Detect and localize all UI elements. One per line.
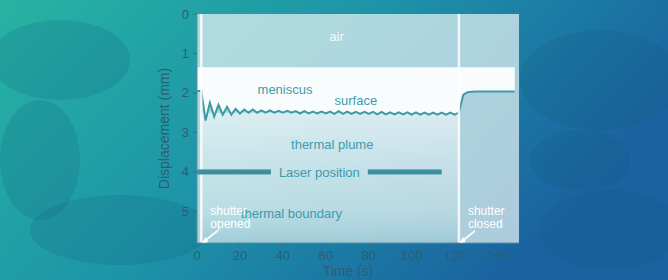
background-blob — [0, 20, 130, 100]
x-tick — [454, 243, 455, 247]
x-tick-label: 100 — [401, 248, 423, 263]
annotation: air — [329, 29, 344, 44]
x-tick — [239, 243, 240, 247]
shutter-line — [458, 14, 461, 243]
event-arrowhead — [202, 237, 208, 243]
x-axis-label: Time (s) — [323, 263, 374, 279]
background-blob — [520, 30, 668, 130]
y-tick-label: 3 — [182, 125, 189, 140]
plot-panel — [197, 14, 519, 243]
laser-line — [197, 169, 271, 174]
x-tick-label: 40 — [276, 248, 290, 263]
y-tick — [193, 171, 197, 172]
chart: Laser position air meniscus surface thermal … — [0, 0, 668, 280]
y-axis — [197, 14, 198, 243]
x-tick-label: 60 — [319, 248, 333, 263]
x-tick — [197, 243, 198, 247]
x-tick-label: 140 — [487, 248, 509, 263]
x-tick — [368, 243, 369, 247]
x-tick-label: 80 — [361, 248, 375, 263]
background-blob — [0, 100, 80, 220]
x-tick — [497, 243, 498, 247]
x-tick — [325, 243, 326, 247]
event-label: shutter — [210, 204, 247, 218]
background-blob — [540, 190, 668, 270]
event-label: shutter — [468, 204, 505, 218]
background-blob — [530, 130, 630, 190]
y-tick-label: 0 — [182, 7, 189, 22]
y-tick-label: 1 — [182, 46, 189, 61]
x-tick — [411, 243, 412, 247]
y-tick — [193, 14, 197, 15]
y-tick — [193, 53, 197, 54]
laser-label: Laser position — [279, 165, 360, 180]
annotation: thermal boundary — [241, 206, 343, 221]
x-tick-label: 120 — [444, 248, 466, 263]
annotation: thermal plume — [291, 137, 373, 152]
x-axis — [197, 243, 519, 244]
event-label: closed — [468, 217, 503, 231]
y-tick-label: 2 — [182, 85, 189, 100]
x-tick-label: 20 — [233, 248, 247, 263]
event-label: opened — [210, 217, 250, 231]
laser-line — [368, 169, 442, 174]
surface-line — [197, 91, 515, 121]
y-tick — [193, 92, 197, 93]
annotation: meniscus — [258, 82, 313, 97]
x-tick — [282, 243, 283, 247]
y-tick-label: 4 — [182, 164, 189, 179]
meniscus-band — [197, 67, 515, 120]
x-tick-label: 0 — [193, 248, 200, 263]
y-tick-label: 5 — [182, 204, 189, 219]
event-arrow — [461, 231, 475, 242]
event-arrow — [203, 231, 217, 242]
event-arrowhead — [460, 237, 466, 243]
shutter-line — [200, 14, 203, 243]
y-axis-label: Displacement (mm) — [156, 68, 172, 189]
y-tick — [193, 211, 197, 212]
annotation: surface — [335, 93, 378, 108]
plot-area — [197, 14, 515, 243]
plume-region — [201, 113, 459, 243]
y-tick — [193, 132, 197, 133]
